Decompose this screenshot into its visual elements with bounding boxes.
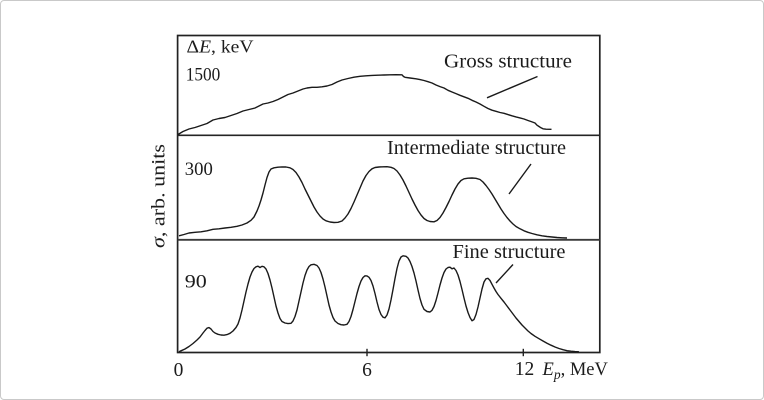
svg-text:12: 12 (515, 359, 535, 380)
svg-text:300: 300 (185, 160, 213, 180)
svg-text:Fine structure: Fine structure (453, 242, 566, 263)
svg-text:6: 6 (362, 360, 372, 381)
svg-text:90: 90 (185, 273, 207, 293)
svg-text:1500: 1500 (186, 66, 221, 86)
svg-text:σ, arb. units: σ, arb. units (149, 144, 170, 248)
svg-text:0: 0 (174, 360, 184, 381)
svg-text:Ep, MeV: Ep, MeV (542, 360, 609, 382)
svg-text:Gross structure: Gross structure (444, 52, 572, 73)
svg-text:ΔE, keV: ΔE, keV (187, 37, 254, 57)
svg-text:Intermediate structure: Intermediate structure (387, 138, 566, 159)
